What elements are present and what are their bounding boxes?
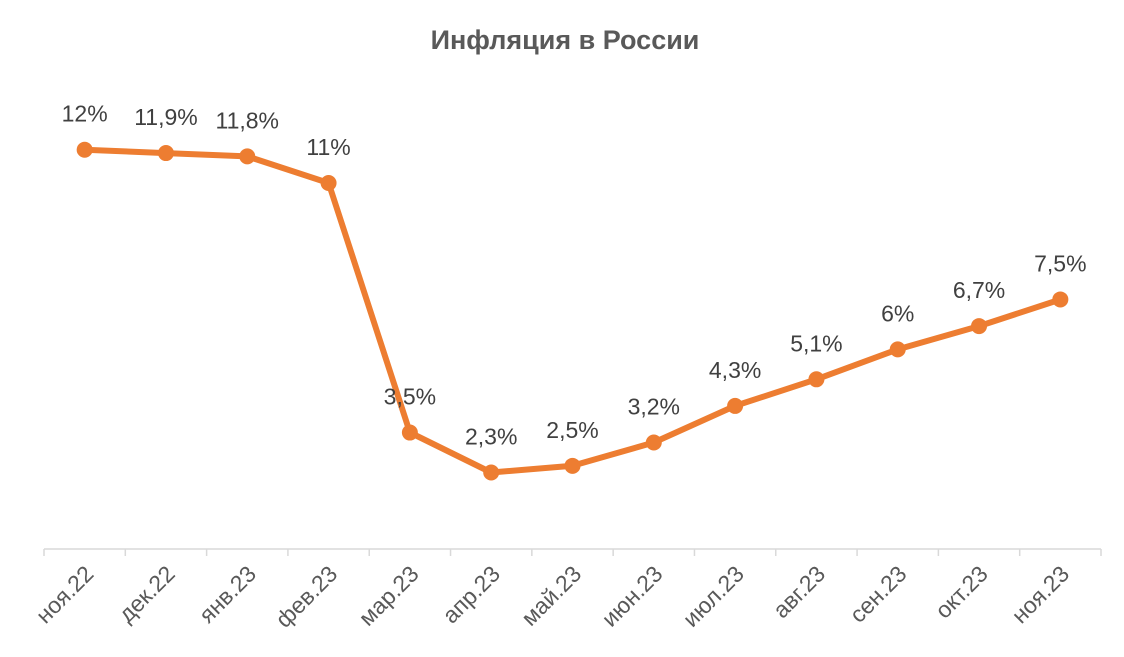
- data-label: 3,2%: [628, 394, 680, 420]
- data-point-marker: [76, 141, 93, 158]
- data-point-marker: [239, 148, 256, 165]
- x-tick-label: янв.23: [194, 560, 261, 627]
- data-label: 4,3%: [709, 357, 761, 383]
- x-tick-label: дек.22: [113, 560, 180, 627]
- data-point-marker: [320, 175, 337, 191]
- data-label: 12%: [62, 101, 108, 127]
- chart-title: Инфляция в России: [431, 25, 700, 55]
- x-tick-label: окт.23: [930, 560, 993, 623]
- x-axis: [43, 548, 1102, 556]
- data-label: 11,8%: [216, 107, 280, 133]
- data-label: 11,9%: [134, 104, 198, 130]
- x-tick-label: фев.23: [270, 560, 342, 632]
- data-point-marker: [889, 341, 906, 358]
- data-label: 6,7%: [953, 277, 1005, 303]
- data-label: 2,5%: [546, 417, 598, 443]
- data-point-marker: [483, 464, 500, 481]
- x-tick-label: авг.23: [768, 560, 831, 623]
- data-label: 7,5%: [1034, 250, 1086, 276]
- data-label: 5,1%: [790, 330, 842, 356]
- x-tick-label: май.23: [516, 560, 586, 630]
- data-label: 11%: [306, 134, 350, 160]
- x-tick-label: июл.23: [678, 560, 749, 631]
- x-tick-label: апр.23: [437, 560, 505, 628]
- x-tick-label: сен.23: [844, 560, 911, 627]
- data-point-marker: [808, 371, 825, 388]
- x-tick-label: июн.23: [596, 560, 667, 631]
- x-tick-label: мар.23: [353, 560, 423, 630]
- data-point-marker: [401, 424, 418, 441]
- data-point-marker: [727, 397, 744, 414]
- data-point-marker: [971, 318, 988, 335]
- data-label: 3,5%: [384, 384, 436, 410]
- x-tick-label: ноя.23: [1006, 560, 1074, 628]
- data-label: 6%: [881, 300, 914, 326]
- x-tick-label: ноя.22: [31, 560, 99, 628]
- data-point-marker: [564, 457, 581, 474]
- data-point-marker: [645, 434, 662, 451]
- marker-group: [76, 141, 1069, 481]
- x-tick-label-group: ноя.22 дек.22 янв.23 фев.23 мар.23 апр.23 май.…: [31, 560, 1075, 632]
- data-point-marker: [1052, 291, 1069, 308]
- data-label-group: 12% 11,9% 11,8% 11% 3,5% 2,3% 2,5% 3,2% 4,3% 5,1%…: [62, 101, 1087, 450]
- data-label: 2,3%: [465, 423, 517, 449]
- data-point-marker: [157, 145, 174, 162]
